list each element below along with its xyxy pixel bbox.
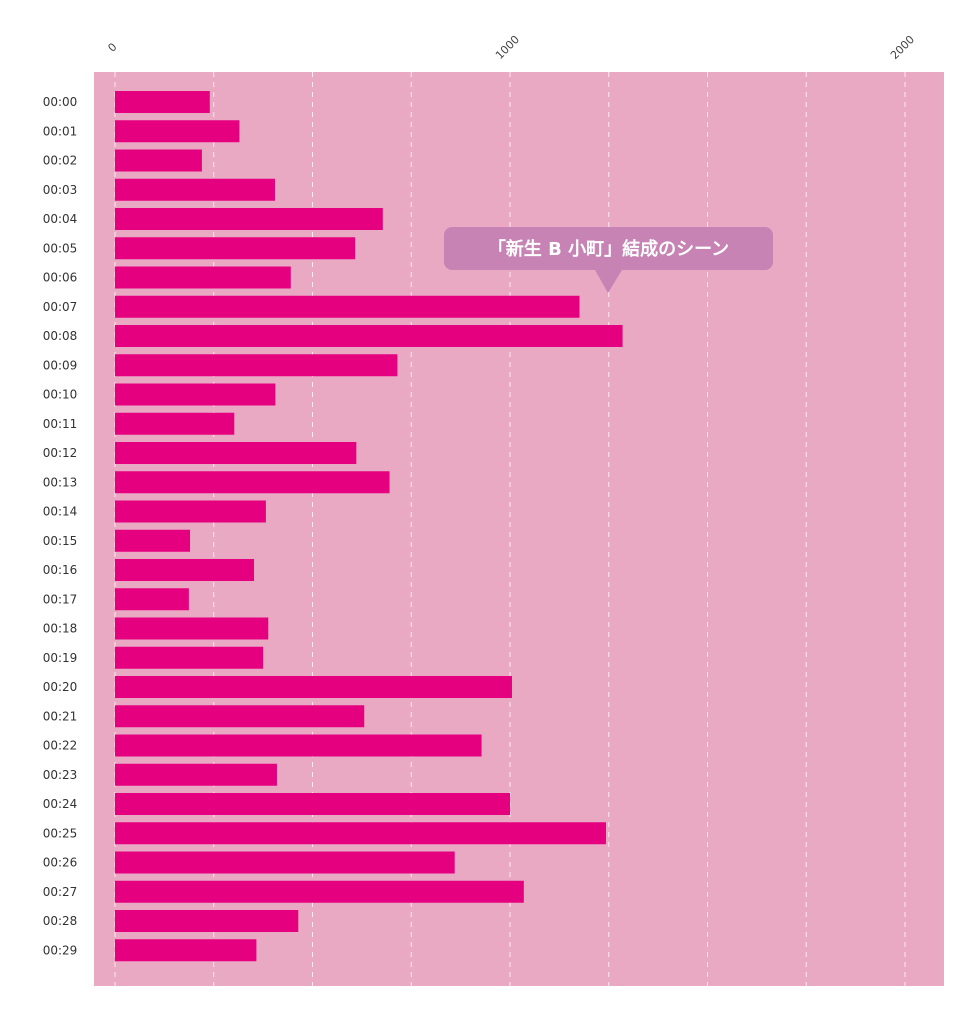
bar: [115, 880, 524, 903]
bar: [115, 325, 623, 347]
category-label: 00:24: [43, 797, 78, 811]
bar: [115, 559, 255, 581]
bar: [115, 617, 269, 640]
bar: [115, 500, 266, 523]
category-label: 00:07: [43, 300, 78, 314]
category-label: 00:13: [43, 475, 78, 489]
category-label: 00:04: [43, 212, 78, 226]
category-label: 00:17: [43, 592, 78, 606]
category-label: 00:01: [43, 124, 78, 138]
category-labels: 00:00 00:01 00:02 00:03 00:04 00:05 00:06 00:07…: [43, 95, 78, 957]
bar: [115, 471, 390, 494]
bar: [115, 412, 235, 435]
bar: [115, 793, 510, 815]
category-label: 00:14: [43, 505, 78, 519]
x-axis-ticks: 0 1000 2000: [105, 33, 917, 62]
category-label: 00:23: [43, 768, 78, 782]
category-label: 00:19: [43, 651, 78, 665]
category-label: 00:05: [43, 241, 78, 255]
category-label: 00:02: [43, 154, 78, 168]
category-label: 00:00: [43, 95, 78, 109]
bar: [115, 676, 512, 698]
bar: [115, 705, 365, 728]
category-label: 00:21: [43, 709, 78, 723]
category-label: 00:27: [43, 885, 78, 899]
bar: [115, 354, 398, 377]
category-label: 00:08: [43, 329, 78, 343]
category-label: 00:20: [43, 680, 78, 694]
bar: [115, 851, 455, 874]
bar: [115, 149, 202, 172]
callout-box: [444, 227, 773, 270]
x-tick-label: 2000: [888, 33, 917, 62]
callout-pointer: [595, 270, 622, 293]
category-label: 00:03: [43, 183, 78, 197]
bar: [115, 208, 383, 230]
category-label: 00:28: [43, 914, 78, 928]
category-label: 00:15: [43, 534, 78, 548]
bar: [115, 383, 276, 406]
bar: [115, 734, 482, 757]
bar: [115, 266, 291, 289]
bar: [115, 763, 277, 786]
category-label: 00:22: [43, 739, 78, 753]
category-label: 00:16: [43, 563, 78, 577]
x-tick-label: 1000: [493, 33, 522, 62]
category-label: 00:09: [43, 358, 78, 372]
x-tick-label: 0: [105, 40, 119, 54]
bar: [115, 91, 210, 113]
bar: [115, 237, 356, 260]
bar: [115, 822, 606, 845]
bar: [115, 442, 357, 464]
category-label: 00:12: [43, 446, 78, 460]
bar: [115, 529, 191, 552]
bar: [115, 939, 257, 962]
annotation-callout: 「新生 B 小町」結成のシーン: [444, 227, 773, 293]
bar: [115, 910, 299, 932]
bar: [115, 295, 580, 318]
bar: [115, 588, 189, 611]
callout-text: 「新生 B 小町」結成のシーン: [488, 238, 729, 260]
category-label: 00:11: [43, 417, 78, 431]
category-label: 00:25: [43, 826, 78, 840]
bar: [115, 646, 264, 669]
bar: [115, 178, 275, 201]
category-label: 00:26: [43, 856, 78, 870]
bars: [115, 91, 623, 962]
bar: [115, 120, 240, 143]
category-label: 00:06: [43, 271, 78, 285]
category-label: 00:29: [43, 943, 78, 957]
category-label: 00:18: [43, 622, 78, 636]
category-label: 00:10: [43, 388, 78, 402]
